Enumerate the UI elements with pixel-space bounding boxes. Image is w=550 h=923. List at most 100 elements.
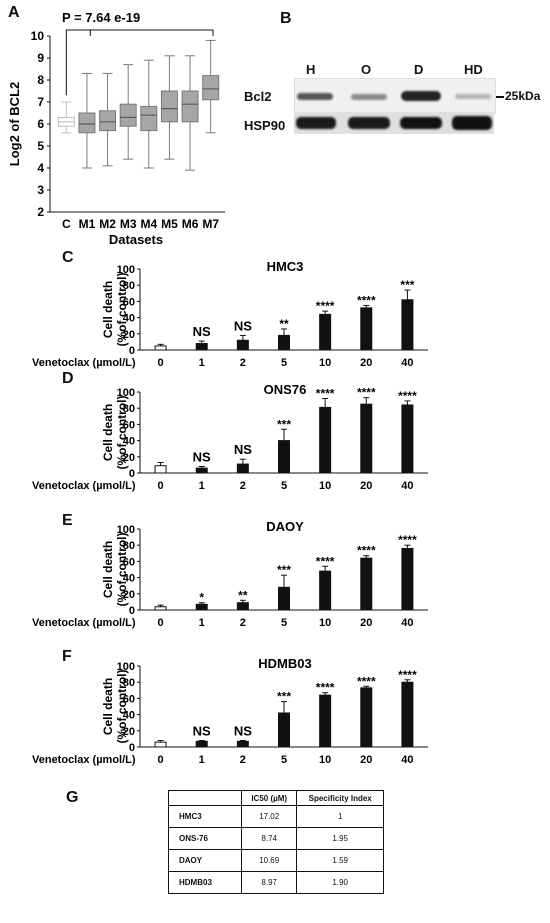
marker-tick	[496, 96, 504, 98]
x-tick-label: 40	[401, 480, 413, 492]
y-axis-label: Cell death	[101, 281, 115, 338]
bar	[236, 602, 249, 611]
x-tick-label: 2	[240, 357, 246, 369]
significance-label: NS	[193, 450, 211, 465]
x-tick-label: 20	[360, 357, 372, 369]
y-tick-label: 5	[37, 139, 44, 153]
x-tick-label: M7	[202, 217, 219, 231]
x-tick-label: 2	[240, 617, 246, 629]
bar	[195, 343, 208, 351]
box-rect	[78, 112, 96, 134]
bar	[236, 339, 249, 351]
boxplot-xlabel: Datasets	[109, 232, 163, 247]
y-tick-label: 0	[129, 468, 135, 480]
x-axis-label: Venetoclax (µmol/L)	[32, 617, 136, 629]
table-row: HMC3 17.02 1	[168, 805, 384, 828]
significance-label: NS	[234, 442, 252, 457]
x-tick-label: 20	[360, 617, 372, 629]
y-tick-label: 9	[37, 51, 44, 65]
lane-label-h: H	[306, 62, 316, 77]
bar	[319, 694, 332, 748]
box-rect	[119, 103, 137, 127]
table-row: HDMB03 8.97 1.90	[168, 871, 384, 894]
table-cell: 10.69	[240, 849, 298, 872]
x-tick-label: 40	[401, 357, 413, 369]
y-tick-label: 6	[37, 117, 44, 131]
bar	[319, 406, 332, 474]
x-tick-label: 1	[199, 357, 205, 369]
y-tick-label: 0	[129, 345, 135, 357]
table-row: ONS-76 8.74 1.95	[168, 827, 384, 850]
y-axis-label-units: (%of control)	[115, 670, 129, 744]
marker-label: 25kDa	[505, 89, 541, 103]
panel-label-d: D	[62, 370, 74, 387]
significance-label: NS	[193, 324, 211, 339]
y-tick-label: 40	[123, 710, 135, 722]
y-tick-label: 100	[117, 387, 135, 399]
x-tick-label: M1	[79, 217, 96, 231]
western-blot: H O D HD Bcl2 HSP90 25kDa	[240, 60, 550, 140]
band-hsp90-o	[348, 117, 390, 129]
lane-label-hd: HD	[464, 62, 483, 77]
ic50-table: IC50 (µM) Specificity Index HMC3 17.02 1…	[168, 790, 384, 894]
table-header-cell: Specificity Index	[296, 790, 384, 806]
table-header-cell	[168, 790, 242, 806]
x-axis-label: Venetoclax (µmol/L)	[32, 357, 136, 369]
significance-bracket	[65, 29, 214, 96]
band-hsp90-d	[400, 117, 442, 129]
x-tick-label: M2	[99, 217, 116, 231]
significance-label: ****	[398, 389, 417, 403]
bar	[154, 465, 167, 474]
boxplot-ylabel: Log2 of BCL2	[7, 82, 22, 167]
chart-title: ONS76	[264, 382, 307, 397]
significance-label: NS	[234, 724, 252, 739]
panel-label-b: B	[280, 10, 292, 27]
y-tick-label: 0	[129, 742, 135, 754]
bar	[319, 313, 332, 351]
x-tick-label: 5	[281, 617, 287, 629]
bar	[278, 712, 290, 748]
y-tick-label: 80	[123, 540, 135, 552]
bar	[236, 463, 249, 474]
significance-label: ***	[277, 417, 291, 431]
row-label-bcl2: Bcl2	[244, 89, 272, 104]
box-rect	[140, 105, 158, 132]
bar	[195, 467, 208, 474]
bar	[154, 345, 167, 351]
x-tick-label: 5	[281, 480, 287, 492]
bar	[278, 440, 290, 474]
x-axis-label: Venetoclax (µmol/L)	[32, 480, 136, 492]
y-tick-label: 7	[37, 95, 44, 109]
chart-title: HDMB03	[258, 656, 311, 671]
table-cell: DAOY	[168, 849, 242, 872]
boxplot-chart: P = 7.64 e-19 Log2 of BCL2 Datasets 2 3 4 5…	[7, 10, 225, 247]
bar	[360, 557, 373, 611]
y-tick-label: 40	[123, 573, 135, 585]
x-tick-label: 5	[281, 357, 287, 369]
box-rect	[160, 90, 178, 123]
table-cell: 1.90	[296, 871, 384, 894]
y-axis-label-units: (%of control)	[115, 533, 129, 607]
row-label-hsp90: HSP90	[244, 118, 286, 133]
band-bcl2-h	[297, 93, 333, 100]
x-tick-label: 1	[199, 754, 205, 766]
x-tick-label: 10	[319, 617, 331, 629]
table-cell: 1.95	[296, 827, 384, 850]
x-tick-label: M5	[161, 217, 178, 231]
y-tick-label: 10	[31, 29, 45, 43]
y-axis-label: Cell death	[101, 678, 115, 735]
x-tick-label: M3	[120, 217, 137, 231]
y-tick-label: 0	[129, 605, 135, 617]
significance-label: ****	[316, 554, 335, 568]
bar	[319, 570, 332, 611]
significance-label: ***	[277, 690, 291, 704]
table-cell: 1.59	[296, 849, 384, 872]
significance-label: ***	[277, 563, 291, 577]
bar	[154, 741, 167, 748]
bar	[360, 687, 373, 748]
bcl2-blot-strip	[294, 78, 496, 114]
table-header-cell: IC50 (µM)	[240, 790, 298, 806]
x-tick-label: 40	[401, 754, 413, 766]
